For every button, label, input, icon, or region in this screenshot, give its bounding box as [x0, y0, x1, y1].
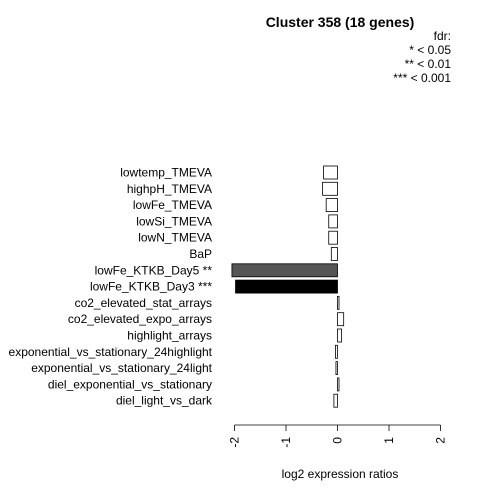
bar [335, 344, 338, 359]
chart-title: Cluster 358 (18 genes) [266, 14, 415, 30]
bar [335, 361, 338, 376]
bar [235, 279, 338, 294]
legend-entry: * < 0.05 [409, 43, 451, 57]
bar [337, 377, 340, 392]
legend: fdr:* < 0.05** < 0.01*** < 0.001 [393, 29, 451, 85]
bar [328, 230, 338, 245]
category-label: exponential_vs_stationary_24highlight [9, 345, 213, 359]
bar [323, 165, 338, 180]
category-label: lowFe_TMEVA [133, 198, 212, 212]
legend-entry: ** < 0.01 [405, 57, 452, 71]
bar [337, 328, 343, 343]
bar [333, 393, 338, 408]
legend-entry: fdr: [434, 29, 451, 43]
bar [337, 312, 345, 327]
category-labels: lowtemp_TMEVA highpH_TMEVA lowFe_TMEVA lowS… [9, 166, 213, 408]
category-label: BaP [189, 247, 212, 261]
bar [231, 263, 338, 278]
bar [328, 214, 338, 229]
category-label: highpH_TMEVA [127, 182, 212, 196]
category-label: lowSi_TMEVA [136, 214, 212, 228]
bar [337, 295, 340, 310]
category-label: lowtemp_TMEVA [120, 166, 212, 180]
legend-entry: *** < 0.001 [393, 71, 451, 85]
x-tick-label: 1 [382, 437, 396, 444]
bar [330, 247, 338, 261]
x-tick-label: -1 [279, 437, 293, 448]
category-label: lowFe_KTKB_Day5 ** [95, 263, 213, 277]
category-label: lowN_TMEVA [138, 231, 212, 245]
category-label: highlight_arrays [127, 329, 212, 343]
x-axis: -2 -1 0 1 2 [228, 424, 448, 448]
bar [325, 198, 338, 213]
bar [322, 181, 338, 196]
x-tick-label: 2 [434, 437, 448, 444]
x-tick-label: -2 [228, 437, 242, 448]
category-label: exponential_vs_stationary_24light [31, 361, 212, 375]
x-axis-label: log2 expression ratios [282, 467, 399, 481]
bars [231, 165, 345, 408]
x-tick-label: 0 [331, 437, 345, 444]
category-label: diel_exponential_vs_stationary [48, 377, 212, 391]
category-label: co2_elevated_stat_arrays [75, 296, 212, 310]
category-label: co2_elevated_expo_arrays [68, 312, 212, 326]
category-label: diel_light_vs_dark [116, 394, 213, 408]
category-label: lowFe_KTKB_Day3 *** [90, 280, 212, 294]
